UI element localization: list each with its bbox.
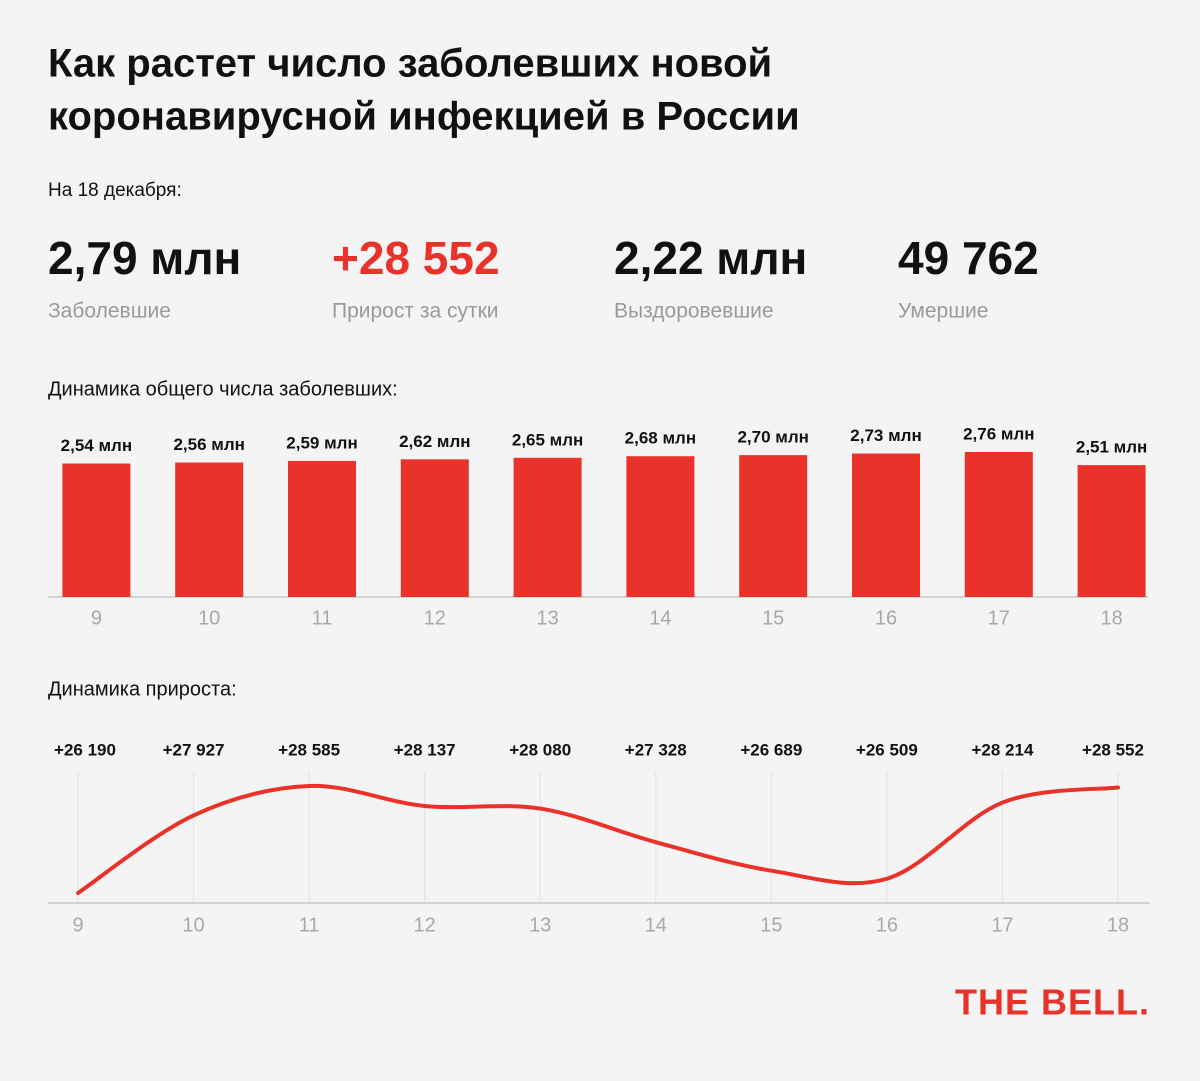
- bar: [175, 462, 244, 597]
- x-tick-label: 9: [72, 914, 83, 936]
- value-label: 2,76 млн: [963, 424, 1034, 443]
- value-label: 2,65 млн: [512, 430, 583, 449]
- stat-value: 49 762: [898, 232, 1039, 284]
- stat-value: 2,22 млн: [614, 232, 807, 284]
- x-tick-label: 13: [536, 607, 558, 629]
- value-label: +28 214: [971, 740, 1033, 759]
- x-tick-label: 9: [91, 607, 102, 629]
- x-tick-label: 10: [182, 914, 204, 936]
- value-label: 2,51 млн: [1076, 438, 1147, 457]
- value-label: 2,56 млн: [173, 435, 244, 454]
- x-tick-label: 11: [299, 914, 320, 936]
- bar: [626, 456, 695, 597]
- logo: THE BELL.: [955, 982, 1150, 1023]
- stat-label: Заболевшие: [48, 300, 171, 323]
- bar: [513, 457, 582, 597]
- stat-value: 2,79 млн: [48, 232, 241, 284]
- x-tick-label: 17: [991, 914, 1013, 936]
- bar: [62, 463, 131, 597]
- x-tick-label: 11: [312, 607, 333, 629]
- title-line: коронавирусной инфекцией в России: [48, 95, 800, 139]
- x-tick-label: 17: [988, 607, 1010, 629]
- stat-value: +28 552: [332, 232, 500, 284]
- x-tick-label: 15: [762, 607, 784, 629]
- subtitle: На 18 декабря:: [48, 180, 182, 201]
- x-tick-label: 18: [1107, 914, 1129, 936]
- x-tick-label: 14: [649, 607, 671, 629]
- line: [76, 783, 1120, 895]
- chart-title: Динамика прироста:: [48, 678, 237, 700]
- stat-label: Выздоровевшие: [614, 300, 774, 323]
- bar: [288, 460, 356, 597]
- x-tick-label: 16: [876, 914, 898, 936]
- bar: [852, 453, 920, 597]
- value-label: +28 585: [278, 740, 340, 759]
- value-label: +28 137: [394, 740, 456, 759]
- value-label: +26 190: [54, 740, 116, 759]
- value-label: +28 080: [509, 740, 571, 759]
- x-tick-label: 13: [529, 914, 551, 936]
- x-tick-label: 12: [414, 914, 436, 936]
- value-label: +27 328: [625, 740, 687, 759]
- bar: [739, 455, 808, 597]
- x-tick-label: 18: [1100, 607, 1122, 629]
- chart-title: Динамика общего числа заболевших:: [48, 378, 398, 400]
- x-tick-label: 14: [645, 914, 667, 936]
- value-label: 2,70 млн: [737, 428, 808, 447]
- value-label: +27 927: [163, 740, 225, 759]
- x-tick-label: 12: [424, 607, 446, 629]
- value-label: +28 552: [1082, 740, 1144, 759]
- value-label: +26 509: [856, 740, 918, 759]
- x-tick-label: 10: [198, 607, 220, 629]
- stat-label: Умершие: [898, 300, 988, 323]
- value-label: 2,59 млн: [286, 433, 357, 452]
- title-line: Как растет число заболевших новой: [48, 42, 772, 86]
- bar: [400, 459, 469, 597]
- value-label: +26 689: [740, 740, 802, 759]
- value-label: 2,62 млн: [399, 432, 470, 451]
- value-label: 2,54 млн: [61, 436, 132, 455]
- value-label: 2,73 млн: [850, 426, 921, 445]
- stat-label: Прирост за сутки: [332, 300, 499, 323]
- bar: [964, 452, 1033, 597]
- x-tick-label: 15: [760, 914, 782, 936]
- value-label: 2,68 млн: [625, 429, 696, 448]
- x-tick-label: 16: [875, 607, 897, 629]
- bar: [1077, 465, 1146, 597]
